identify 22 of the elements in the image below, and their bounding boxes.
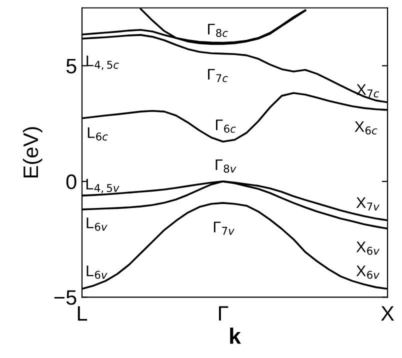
y-tick-label: 0: [66, 174, 76, 190]
annotation: Γ$_{8c}$: [208, 24, 228, 38]
x-tick-label: X: [381, 306, 394, 321]
annotation: Γ$_{7v}$: [214, 222, 235, 235]
annotation: X$_{7v}$: [356, 197, 380, 210]
y-tick-label: −5: [54, 290, 76, 305]
annotation: L$_{6c}$: [88, 127, 108, 141]
annotation: Γ$_{6c}$: [216, 120, 236, 133]
annotation: Γ$_{7c}$: [208, 68, 228, 82]
annotation: X$_{6v}$: [356, 266, 380, 279]
y-axis-title: E(eV): [22, 127, 42, 178]
annotation: L$_{6v}$: [86, 266, 108, 279]
annotation: L$_{6v}$: [86, 218, 108, 231]
annotation: L$_{4,5v}$: [86, 178, 120, 194]
x-tick-label: Γ: [218, 306, 228, 321]
y-tick-label: 5: [66, 58, 76, 74]
annotation: X$_{6v}$: [356, 242, 380, 255]
x-tick-label: L: [78, 306, 88, 321]
x-axis-title: k: [230, 328, 241, 344]
annotation: Γ$_{8v}$: [216, 160, 236, 173]
annotation: L$_{4,5c}$: [86, 56, 119, 70]
annotation: X$_{6c}$: [354, 121, 378, 134]
